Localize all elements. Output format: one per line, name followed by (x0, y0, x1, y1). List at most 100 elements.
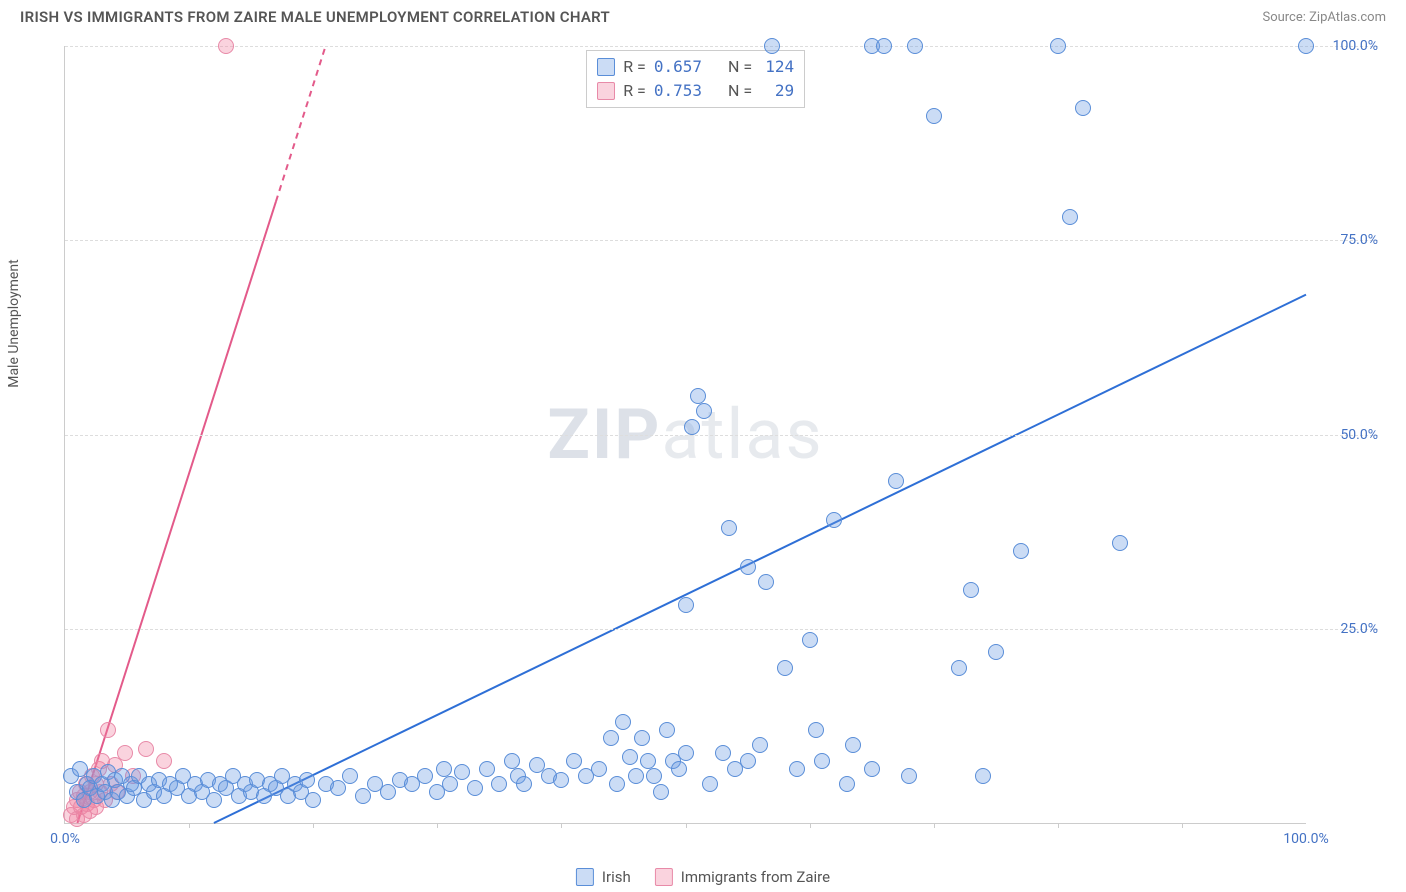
source-label: Source: ZipAtlas.com (1262, 10, 1386, 25)
point-irish (1062, 209, 1078, 225)
point-irish (975, 768, 991, 784)
point-irish (671, 761, 687, 777)
point-irish (876, 38, 892, 54)
stat-n-label: N = (728, 55, 752, 79)
chart-area: Male Unemployment ZIPatlas R =0.657N =12… (20, 36, 1386, 852)
point-irish (467, 780, 483, 796)
point-irish (702, 776, 718, 792)
stat-r-value: 0.657 (654, 55, 702, 79)
point-irish (479, 761, 495, 777)
point-irish (622, 749, 638, 765)
point-irish (988, 644, 1004, 660)
point-irish (740, 559, 756, 575)
point-irish (634, 730, 650, 746)
point-irish (380, 784, 396, 800)
point-irish (609, 776, 625, 792)
point-irish (628, 768, 644, 784)
point-irish (802, 632, 818, 648)
point-zaire (138, 741, 154, 757)
stat-r-label: R = (623, 79, 646, 103)
point-irish (330, 780, 346, 796)
swatch-zaire (597, 82, 615, 100)
point-irish (1112, 535, 1128, 551)
plot-region: ZIPatlas R =0.657N =124R =0.753N =29 25.… (64, 46, 1306, 824)
point-irish (1050, 38, 1066, 54)
point-irish (678, 597, 694, 613)
y-axis-label: Male Unemployment (6, 259, 22, 387)
stat-r-value: 0.753 (654, 79, 702, 103)
stat-r-label: R = (623, 55, 646, 79)
x-tick-mark (934, 823, 935, 828)
point-irish (752, 737, 768, 753)
x-tick-mark (1058, 823, 1059, 828)
point-irish (1013, 543, 1029, 559)
point-irish (516, 776, 532, 792)
legend: Irish Immigrants from Zaire (576, 868, 830, 886)
point-irish (926, 108, 942, 124)
swatch-irish (597, 58, 615, 76)
stat-row-zaire: R = 0.753 N = 29 (597, 79, 794, 103)
point-zaire (218, 38, 234, 54)
point-irish (901, 768, 917, 784)
point-irish (678, 745, 694, 761)
gridline (65, 46, 1378, 47)
x-tick-mark (1182, 823, 1183, 828)
y-tick-label: 50.0% (1314, 427, 1378, 443)
gridline (65, 629, 1378, 630)
point-irish (715, 745, 731, 761)
legend-item-zaire: Immigrants from Zaire (655, 868, 830, 886)
legend-label: Irish (602, 868, 631, 886)
point-irish (417, 768, 433, 784)
point-irish (355, 788, 371, 804)
correlation-stat-box: R = 0.657 N = 124 R = 0.753 N = 29 (586, 50, 805, 108)
point-zaire (100, 722, 116, 738)
point-irish (342, 768, 358, 784)
point-irish (1298, 38, 1314, 54)
point-irish (659, 722, 675, 738)
x-tick-label-right: 100.0% (1283, 831, 1328, 847)
point-irish (951, 660, 967, 676)
stat-n-label: N = (728, 79, 752, 103)
point-irish (839, 776, 855, 792)
point-irish (553, 772, 569, 788)
x-tick-mark (810, 823, 811, 828)
point-irish (436, 761, 452, 777)
y-tick-label: 25.0% (1314, 621, 1378, 637)
stat-row-irish: R = 0.657 N = 124 (597, 55, 794, 79)
x-tick-label-left: 0.0% (50, 831, 80, 847)
point-zaire (117, 745, 133, 761)
point-irish (845, 737, 861, 753)
point-irish (907, 38, 923, 54)
point-irish (454, 764, 470, 780)
point-irish (789, 761, 805, 777)
y-tick-label: 100.0% (1314, 38, 1378, 54)
point-irish (696, 403, 712, 419)
point-irish (864, 761, 880, 777)
point-irish (777, 660, 793, 676)
point-irish (206, 792, 222, 808)
legend-swatch-zaire (655, 868, 673, 886)
point-irish (504, 753, 520, 769)
point-irish (808, 722, 824, 738)
point-irish (603, 730, 619, 746)
point-irish (888, 473, 904, 489)
x-tick-mark (189, 823, 190, 828)
gridline (65, 435, 1378, 436)
legend-item-irish: Irish (576, 868, 631, 886)
legend-label: Immigrants from Zaire (681, 868, 830, 886)
point-irish (591, 761, 607, 777)
point-irish (615, 714, 631, 730)
legend-swatch-irish (576, 868, 594, 886)
point-irish (740, 753, 756, 769)
point-zaire (156, 753, 172, 769)
point-irish (963, 582, 979, 598)
point-irish (442, 776, 458, 792)
x-tick-mark (313, 823, 314, 828)
gridline (65, 240, 1378, 241)
chart-title: IRISH VS IMMIGRANTS FROM ZAIRE MALE UNEM… (20, 8, 610, 26)
stat-n-value: 124 (760, 55, 794, 79)
point-irish (1075, 100, 1091, 116)
point-irish (814, 753, 830, 769)
stat-n-value: 29 (760, 79, 794, 103)
point-irish (653, 784, 669, 800)
